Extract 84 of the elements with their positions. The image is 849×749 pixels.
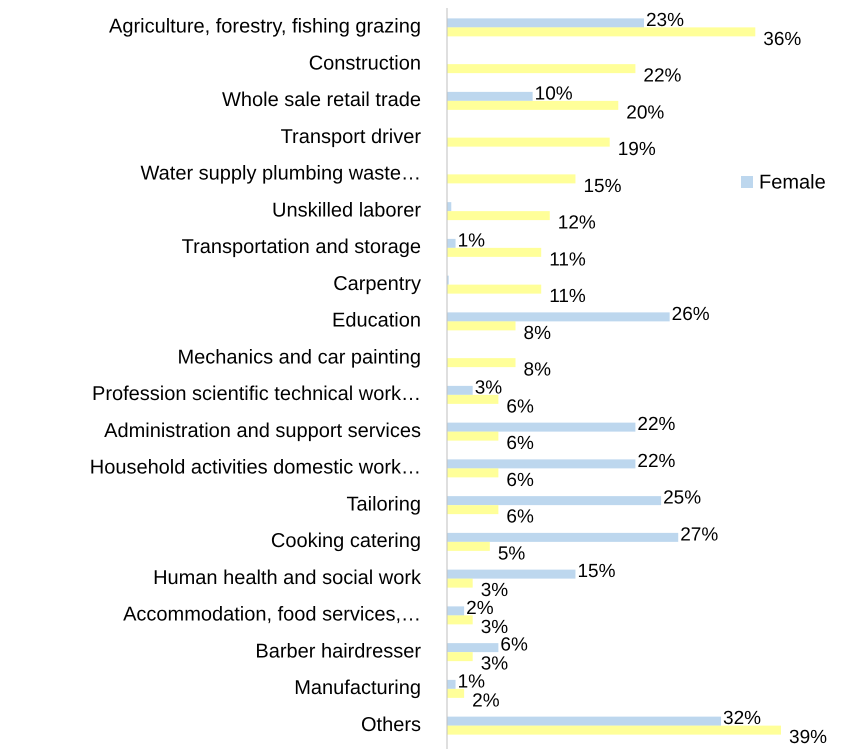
data-label: 12% bbox=[558, 212, 596, 234]
data-label: 20% bbox=[626, 102, 664, 124]
y-tick-label: Carpentry bbox=[333, 272, 421, 295]
data-label: 6% bbox=[506, 433, 534, 454]
bar bbox=[447, 578, 473, 588]
data-label: 26% bbox=[672, 304, 710, 325]
y-tick-label: Water supply plumbing waste… bbox=[140, 162, 421, 185]
data-label: 25% bbox=[663, 488, 702, 509]
bar bbox=[447, 358, 516, 368]
data-label: 3% bbox=[474, 377, 502, 398]
bar bbox=[447, 615, 473, 624]
data-label: 23% bbox=[646, 10, 684, 31]
bar bbox=[447, 202, 452, 212]
y-tick-label: Transportation and storage bbox=[182, 236, 421, 258]
y-tick-label: Administration and support services bbox=[104, 420, 421, 442]
data-label: 36% bbox=[763, 28, 802, 50]
y-tick-label: Agriculture, forestry, fishing grazing bbox=[109, 16, 421, 38]
bar bbox=[447, 459, 636, 468]
bar bbox=[447, 496, 662, 506]
bar bbox=[447, 652, 473, 662]
y-tick-label: Unskilled laborer bbox=[272, 199, 422, 222]
legend-label: Female bbox=[759, 171, 826, 194]
y-tick-label: Transport driver bbox=[280, 126, 422, 148]
bar bbox=[447, 92, 533, 101]
bar bbox=[447, 643, 498, 652]
bar bbox=[447, 100, 618, 110]
data-label: 22% bbox=[637, 414, 676, 436]
bar bbox=[447, 542, 490, 551]
bar bbox=[447, 432, 498, 441]
bar bbox=[447, 18, 644, 28]
y-tick-label: Household activities domestic work… bbox=[90, 456, 421, 479]
data-label: 15% bbox=[577, 561, 616, 582]
y-tick-label: Others bbox=[360, 714, 421, 736]
bar bbox=[447, 174, 576, 184]
y-tick-label: Cooking catering bbox=[270, 530, 421, 552]
y-tick-label: Accommodation, food services,… bbox=[123, 604, 421, 626]
data-label: 19% bbox=[618, 139, 656, 160]
data-label: 8% bbox=[524, 360, 552, 381]
y-tick-label: Tailoring bbox=[346, 493, 421, 516]
data-label: 32% bbox=[723, 708, 762, 730]
data-label: 39% bbox=[789, 727, 828, 748]
data-label: 6% bbox=[506, 506, 534, 528]
y-tick-label: Profession scientific technical work… bbox=[92, 383, 421, 406]
data-label: 6% bbox=[506, 470, 534, 491]
data-label: 8% bbox=[524, 322, 552, 344]
bar bbox=[447, 64, 636, 74]
data-label: 1% bbox=[458, 230, 486, 252]
data-label: 10% bbox=[534, 83, 573, 104]
bar bbox=[447, 27, 756, 36]
bar bbox=[447, 248, 542, 257]
bar bbox=[447, 680, 456, 689]
bar bbox=[447, 422, 636, 432]
bar bbox=[447, 312, 670, 322]
data-label: 5% bbox=[498, 543, 526, 564]
data-label: 11% bbox=[549, 249, 586, 270]
y-tick-label: Whole sale retail trade bbox=[222, 89, 421, 112]
bar bbox=[447, 321, 516, 330]
bar bbox=[447, 238, 456, 248]
data-label: 15% bbox=[583, 176, 622, 197]
y-tick-label: Education bbox=[332, 310, 421, 332]
bar bbox=[447, 386, 473, 395]
y-tick-label: Mechanics and car painting bbox=[178, 346, 421, 368]
bar bbox=[447, 505, 498, 514]
bar bbox=[447, 138, 610, 147]
y-tick-label: Manufacturing bbox=[294, 677, 421, 700]
y-tick-label: Construction bbox=[308, 52, 421, 74]
bar bbox=[447, 284, 542, 294]
y-tick-label: Human health and social work bbox=[153, 566, 422, 589]
bar bbox=[447, 688, 464, 698]
data-label: 2% bbox=[472, 690, 500, 712]
bar bbox=[447, 211, 550, 220]
data-label: 22% bbox=[643, 66, 682, 87]
bar bbox=[447, 468, 498, 478]
data-label: 6% bbox=[506, 396, 534, 418]
y-tick-label: Barber hairdresser bbox=[255, 640, 422, 662]
bar bbox=[447, 716, 722, 726]
bar bbox=[447, 570, 576, 579]
bar bbox=[447, 394, 498, 404]
bar bbox=[447, 606, 464, 616]
data-label: 22% bbox=[637, 450, 676, 472]
data-label: 27% bbox=[680, 524, 718, 546]
data-label: 11% bbox=[549, 286, 586, 308]
bar bbox=[447, 726, 781, 735]
bar bbox=[447, 532, 678, 542]
